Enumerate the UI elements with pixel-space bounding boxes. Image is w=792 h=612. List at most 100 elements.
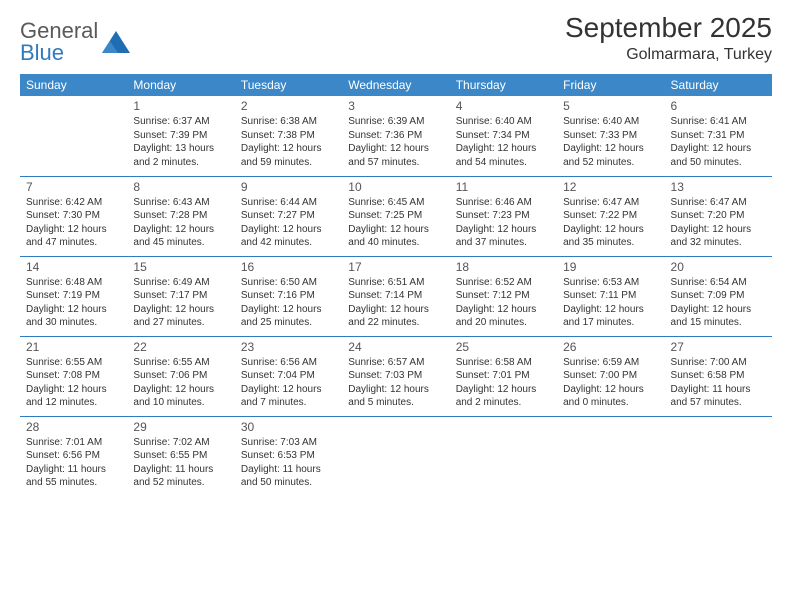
daylight2-text: and 5 minutes.	[348, 396, 443, 410]
daylight1-text: Daylight: 12 hours	[563, 303, 658, 317]
sunrise-text: Sunrise: 6:41 AM	[671, 115, 766, 129]
weekday-header: Saturday	[665, 74, 772, 96]
sunset-text: Sunset: 7:19 PM	[26, 289, 121, 303]
day-number: 18	[456, 260, 551, 274]
title-block: September 2025 Golmarmara, Turkey	[565, 12, 772, 64]
daylight2-text: and 35 minutes.	[563, 236, 658, 250]
sunrise-text: Sunrise: 6:45 AM	[348, 196, 443, 210]
daylight2-text: and 40 minutes.	[348, 236, 443, 250]
daylight1-text: Daylight: 12 hours	[133, 383, 228, 397]
sunrise-text: Sunrise: 6:50 AM	[241, 276, 336, 290]
daylight1-text: Daylight: 12 hours	[563, 383, 658, 397]
day-number: 5	[563, 99, 658, 113]
sunset-text: Sunset: 7:28 PM	[133, 209, 228, 223]
calendar-cell: 17Sunrise: 6:51 AMSunset: 7:14 PMDayligh…	[342, 256, 449, 336]
sunset-text: Sunset: 7:04 PM	[241, 369, 336, 383]
sunset-text: Sunset: 7:17 PM	[133, 289, 228, 303]
day-number: 12	[563, 180, 658, 194]
calendar-cell: 13Sunrise: 6:47 AMSunset: 7:20 PMDayligh…	[665, 176, 772, 256]
calendar-table: Sunday Monday Tuesday Wednesday Thursday…	[20, 74, 772, 496]
sunset-text: Sunset: 7:39 PM	[133, 129, 228, 143]
daylight2-text: and 52 minutes.	[133, 476, 228, 490]
month-title: September 2025	[565, 12, 772, 44]
sunset-text: Sunset: 7:23 PM	[456, 209, 551, 223]
calendar-row: 1 Sunrise: 6:37 AMSunset: 7:39 PM Daylight…	[20, 96, 772, 176]
daylight1-text: Daylight: 12 hours	[241, 383, 336, 397]
daylight2-text: and 59 minutes.	[241, 156, 336, 170]
daylight1-text: Daylight: 12 hours	[26, 303, 121, 317]
daylight1-text: Daylight: 12 hours	[348, 303, 443, 317]
day-number: 14	[26, 260, 121, 274]
calendar-cell: 4Sunrise: 6:40 AMSunset: 7:34 PMDaylight…	[450, 96, 557, 176]
calendar-cell: 29Sunrise: 7:02 AMSunset: 6:55 PMDayligh…	[127, 416, 234, 496]
daylight2-text: and 54 minutes.	[456, 156, 551, 170]
sunrise-text: Sunrise: 6:55 AM	[26, 356, 121, 370]
sunrise-text: Sunrise: 6:37 AM	[133, 115, 228, 129]
day-number: 27	[671, 340, 766, 354]
day-number: 6	[671, 99, 766, 113]
weekday-header: Sunday	[20, 74, 127, 96]
day-number: 10	[348, 180, 443, 194]
daylight1-text: Daylight: 12 hours	[133, 223, 228, 237]
day-number: 25	[456, 340, 551, 354]
sunrise-text: Sunrise: 6:54 AM	[671, 276, 766, 290]
day-number: 23	[241, 340, 336, 354]
sunset-text: Sunset: 6:53 PM	[241, 449, 336, 463]
daylight1-text: Daylight: 12 hours	[456, 223, 551, 237]
daylight1-text: Daylight: 12 hours	[26, 223, 121, 237]
day-number: 16	[241, 260, 336, 274]
calendar-cell: 24Sunrise: 6:57 AMSunset: 7:03 PMDayligh…	[342, 336, 449, 416]
sunset-text: Sunset: 7:03 PM	[348, 369, 443, 383]
weekday-header-row: Sunday Monday Tuesday Wednesday Thursday…	[20, 74, 772, 96]
calendar-cell: 8Sunrise: 6:43 AMSunset: 7:28 PMDaylight…	[127, 176, 234, 256]
daylight1-text: Daylight: 11 hours	[671, 383, 766, 397]
sunrise-text: Sunrise: 6:58 AM	[456, 356, 551, 370]
daylight1-text: Daylight: 12 hours	[241, 303, 336, 317]
sunrise-text: Sunrise: 6:39 AM	[348, 115, 443, 129]
day-number: 4	[456, 99, 551, 113]
day-number: 9	[241, 180, 336, 194]
calendar-cell: 5Sunrise: 6:40 AMSunset: 7:33 PMDaylight…	[557, 96, 664, 176]
sunrise-text: Sunrise: 6:59 AM	[563, 356, 658, 370]
sunset-text: Sunset: 7:01 PM	[456, 369, 551, 383]
sunset-text: Sunset: 7:25 PM	[348, 209, 443, 223]
sunset-text: Sunset: 7:38 PM	[241, 129, 336, 143]
calendar-row: 14Sunrise: 6:48 AMSunset: 7:19 PMDayligh…	[20, 256, 772, 336]
daylight1-text: Daylight: 11 hours	[133, 463, 228, 477]
sunset-text: Sunset: 6:58 PM	[671, 369, 766, 383]
daylight2-text: and 20 minutes.	[456, 316, 551, 330]
sunset-text: Sunset: 6:55 PM	[133, 449, 228, 463]
day-number: 21	[26, 340, 121, 354]
daylight2-text: and 50 minutes.	[671, 156, 766, 170]
day-number: 17	[348, 260, 443, 274]
daylight1-text: Daylight: 12 hours	[26, 383, 121, 397]
daylight1-text: Daylight: 12 hours	[241, 223, 336, 237]
sunrise-text: Sunrise: 6:53 AM	[563, 276, 658, 290]
daylight2-text: and 2 minutes.	[133, 156, 228, 170]
daylight1-text: Daylight: 12 hours	[563, 142, 658, 156]
daylight1-text: Daylight: 12 hours	[671, 303, 766, 317]
calendar-cell	[450, 416, 557, 496]
daylight2-text: and 2 minutes.	[456, 396, 551, 410]
sunset-text: Sunset: 6:56 PM	[26, 449, 121, 463]
day-number: 30	[241, 420, 336, 434]
day-number: 29	[133, 420, 228, 434]
day-number: 1	[133, 99, 228, 113]
sunrise-text: Sunrise: 6:55 AM	[133, 356, 228, 370]
daylight2-text: and 0 minutes.	[563, 396, 658, 410]
daylight2-text: and 32 minutes.	[671, 236, 766, 250]
daylight1-text: Daylight: 12 hours	[348, 383, 443, 397]
calendar-cell: 18Sunrise: 6:52 AMSunset: 7:12 PMDayligh…	[450, 256, 557, 336]
calendar-cell: 22Sunrise: 6:55 AMSunset: 7:06 PMDayligh…	[127, 336, 234, 416]
daylight2-text: and 50 minutes.	[241, 476, 336, 490]
sunrise-text: Sunrise: 6:43 AM	[133, 196, 228, 210]
daylight2-text: and 12 minutes.	[26, 396, 121, 410]
calendar-cell	[557, 416, 664, 496]
sunrise-text: Sunrise: 6:44 AM	[241, 196, 336, 210]
calendar-cell: 9Sunrise: 6:44 AMSunset: 7:27 PMDaylight…	[235, 176, 342, 256]
weekday-header: Thursday	[450, 74, 557, 96]
calendar-cell: 27Sunrise: 7:00 AMSunset: 6:58 PMDayligh…	[665, 336, 772, 416]
calendar-cell: 12Sunrise: 6:47 AMSunset: 7:22 PMDayligh…	[557, 176, 664, 256]
daylight2-text: and 57 minutes.	[671, 396, 766, 410]
sunrise-text: Sunrise: 6:56 AM	[241, 356, 336, 370]
